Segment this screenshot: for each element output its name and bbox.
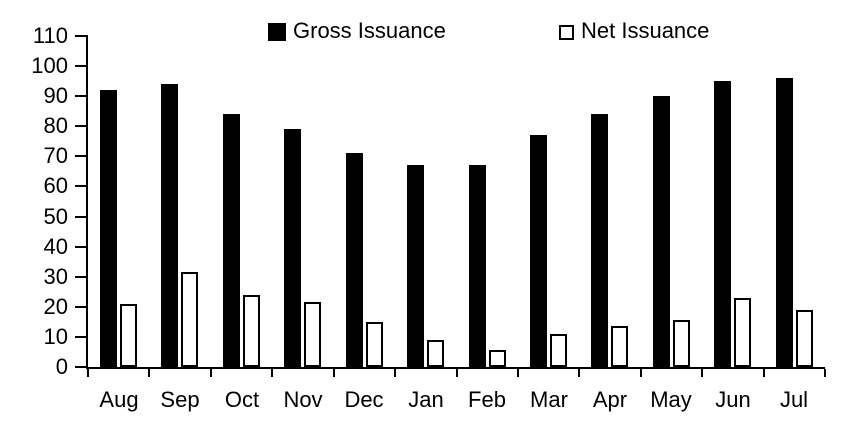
gross-bar [776,78,793,367]
x-axis-label: Apr [592,387,628,412]
x-axis-tick [824,369,826,377]
x-axis-label: Dec [344,387,384,412]
x-axis-label: Nov [283,387,323,412]
y-axis-label: 100 [31,53,68,79]
gross-issuance-swatch [268,23,286,41]
x-axis-label: May [650,387,692,412]
gross-bar [161,84,178,367]
x-axis-label: Aug [99,387,139,412]
y-axis-label: 10 [43,323,68,349]
y-axis-label: 30 [43,263,68,289]
y-axis-label: 80 [43,113,68,139]
x-axis-tick [87,369,89,377]
x-axis-label: Mar [530,387,568,412]
net-bar [734,298,751,367]
x-axis-tick [701,369,704,377]
gross-bar [653,96,670,367]
net-bar [243,295,260,367]
y-axis-tick [75,305,88,308]
net-bar [489,350,506,367]
gross-bar [591,114,608,367]
y-axis-tick [75,215,88,218]
x-axis-label: Jul [779,387,809,412]
net-bar [427,340,444,367]
y-axis-tick [75,335,88,338]
x-axis-line [86,367,825,369]
gross-bar [100,90,117,367]
y-axis-tick [75,65,88,68]
x-axis-tick [271,369,274,377]
y-axis-tick [75,245,88,248]
gross-bar [530,135,547,367]
y-axis-label: 0 [55,354,68,379]
y-axis-tick [75,275,88,278]
x-axis-tick [578,369,581,377]
y-axis-label: 20 [43,293,68,319]
x-axis-tick [148,369,151,377]
x-axis-tick [394,369,397,377]
net-issuance-swatch [559,25,574,40]
y-axis-tick [75,35,88,37]
gross-bar [714,81,731,367]
gross-bar [223,114,240,367]
gross-bar [346,153,363,367]
net-bar [366,322,383,367]
gross-bar [407,165,424,367]
legend-label-net: Net Issuance [581,18,710,43]
x-axis-tick [516,369,519,377]
net-bar [550,334,567,367]
y-axis-tick [75,366,88,368]
net-bar [796,310,813,367]
gross-bar [284,129,301,367]
x-axis-tick [455,369,458,377]
y-axis-tick [75,125,88,128]
net-bar [304,302,321,367]
x-axis-label: Sep [160,387,200,412]
y-axis-label: 90 [43,83,68,109]
legend-label-gross: Gross Issuance [293,18,446,43]
net-bar [181,272,198,367]
x-axis-label: Jan [408,387,444,412]
x-axis-label: Jun [715,387,751,412]
x-axis-label: Feb [468,387,506,412]
y-axis-label: 110 [32,23,68,48]
x-axis-tick [762,369,765,377]
x-axis-tick [332,369,335,377]
y-axis-tick [75,155,88,158]
net-bar [611,326,628,367]
y-axis-label: 70 [43,143,68,169]
y-axis-label: 40 [43,233,68,259]
y-axis-label: 50 [43,203,68,229]
x-axis-label: Oct [224,387,260,412]
gross-bar [469,165,486,367]
net-bar [673,320,690,367]
y-axis-tick [75,185,88,188]
x-axis-tick [639,369,642,377]
y-axis-tick [75,95,88,98]
y-axis-label: 60 [43,173,68,199]
y-axis-line [86,36,88,369]
x-axis-tick [209,369,212,377]
net-bar [120,304,137,367]
